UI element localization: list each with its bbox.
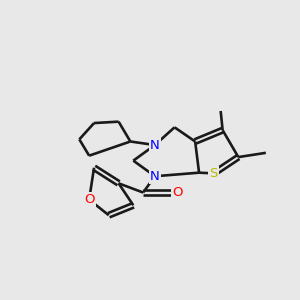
- Text: S: S: [210, 167, 218, 180]
- Text: O: O: [172, 186, 183, 199]
- Text: N: N: [150, 139, 160, 152]
- Text: O: O: [84, 193, 94, 206]
- Text: N: N: [150, 170, 160, 183]
